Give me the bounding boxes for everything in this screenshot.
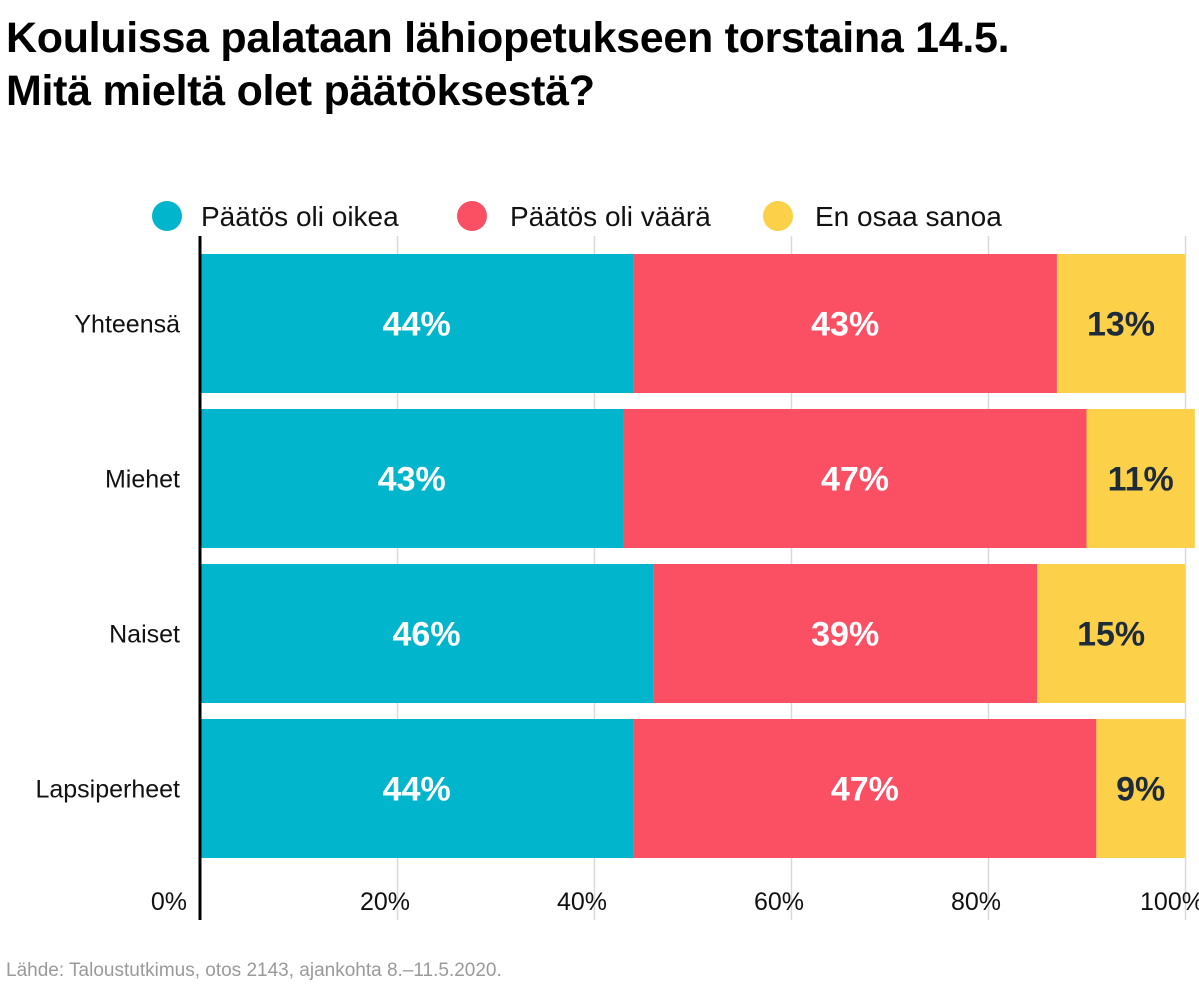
bar-segment: [200, 254, 634, 393]
x-tick-label: 0%: [151, 888, 187, 916]
x-tick-label: 80%: [951, 888, 1001, 916]
bar-value-label: 11%: [1108, 461, 1174, 499]
bar-value-label: 43%: [811, 306, 879, 344]
bar-value-label: 39%: [811, 616, 879, 654]
bar-value-label: 9%: [1116, 771, 1165, 809]
bar-value-label: 47%: [821, 461, 889, 499]
legend-label: Päätös oli väärä: [510, 201, 711, 232]
x-tick-label: 60%: [754, 888, 804, 916]
bar-segment: [200, 719, 634, 858]
category-label: Miehet: [105, 466, 180, 494]
bar-segment: [633, 254, 1057, 393]
bar-segment: [1037, 564, 1185, 703]
bar-value-label: 13%: [1087, 306, 1155, 344]
category-label: Lapsiperheet: [35, 776, 180, 804]
bar-value-label: 46%: [393, 616, 461, 654]
legend-swatch: [152, 201, 182, 231]
bar-segment: [1086, 409, 1195, 548]
x-tick-label: 40%: [557, 888, 607, 916]
bar-segment: [653, 564, 1038, 703]
bar-value-label: 44%: [383, 771, 451, 809]
bar-segment: [1056, 254, 1185, 393]
bar-segment: [1096, 719, 1185, 858]
category-label: Naiset: [109, 621, 180, 649]
x-tick-label: 100%: [1140, 888, 1199, 916]
legend-swatch: [457, 201, 487, 231]
bar-segment: [633, 719, 1097, 858]
bar-segment: [200, 409, 624, 548]
stacked-bar-chart: 44% 43% 13% Yhteensä 43% 47% 11% Miehet 46% 39% 15…: [35, 201, 1199, 920]
bar-segment: [200, 564, 654, 703]
chart-title: Kouluissa palataan lähiopetukseen torsta…: [6, 12, 1196, 118]
bar-value-label: 15%: [1077, 616, 1145, 654]
legend-label: En osaa sanoa: [815, 201, 1002, 232]
bar-value-label: 47%: [831, 771, 899, 809]
legend-swatch: [763, 201, 793, 231]
bar-segment: [623, 409, 1087, 548]
bar-value-label: 44%: [383, 306, 451, 344]
chart-title-line-2: Mitä mieltä olet päätöksestä?: [6, 67, 595, 115]
source-note: Lähde: Taloustutkimus, otos 2143, ajanko…: [6, 960, 502, 981]
bar-value-label: 43%: [378, 461, 446, 499]
legend-label: Päätös oli oikea: [201, 201, 399, 232]
x-tick-label: 20%: [360, 888, 410, 916]
chart-title-line-1: Kouluissa palataan lähiopetukseen torsta…: [6, 14, 1010, 62]
category-label: Yhteensä: [74, 311, 180, 339]
